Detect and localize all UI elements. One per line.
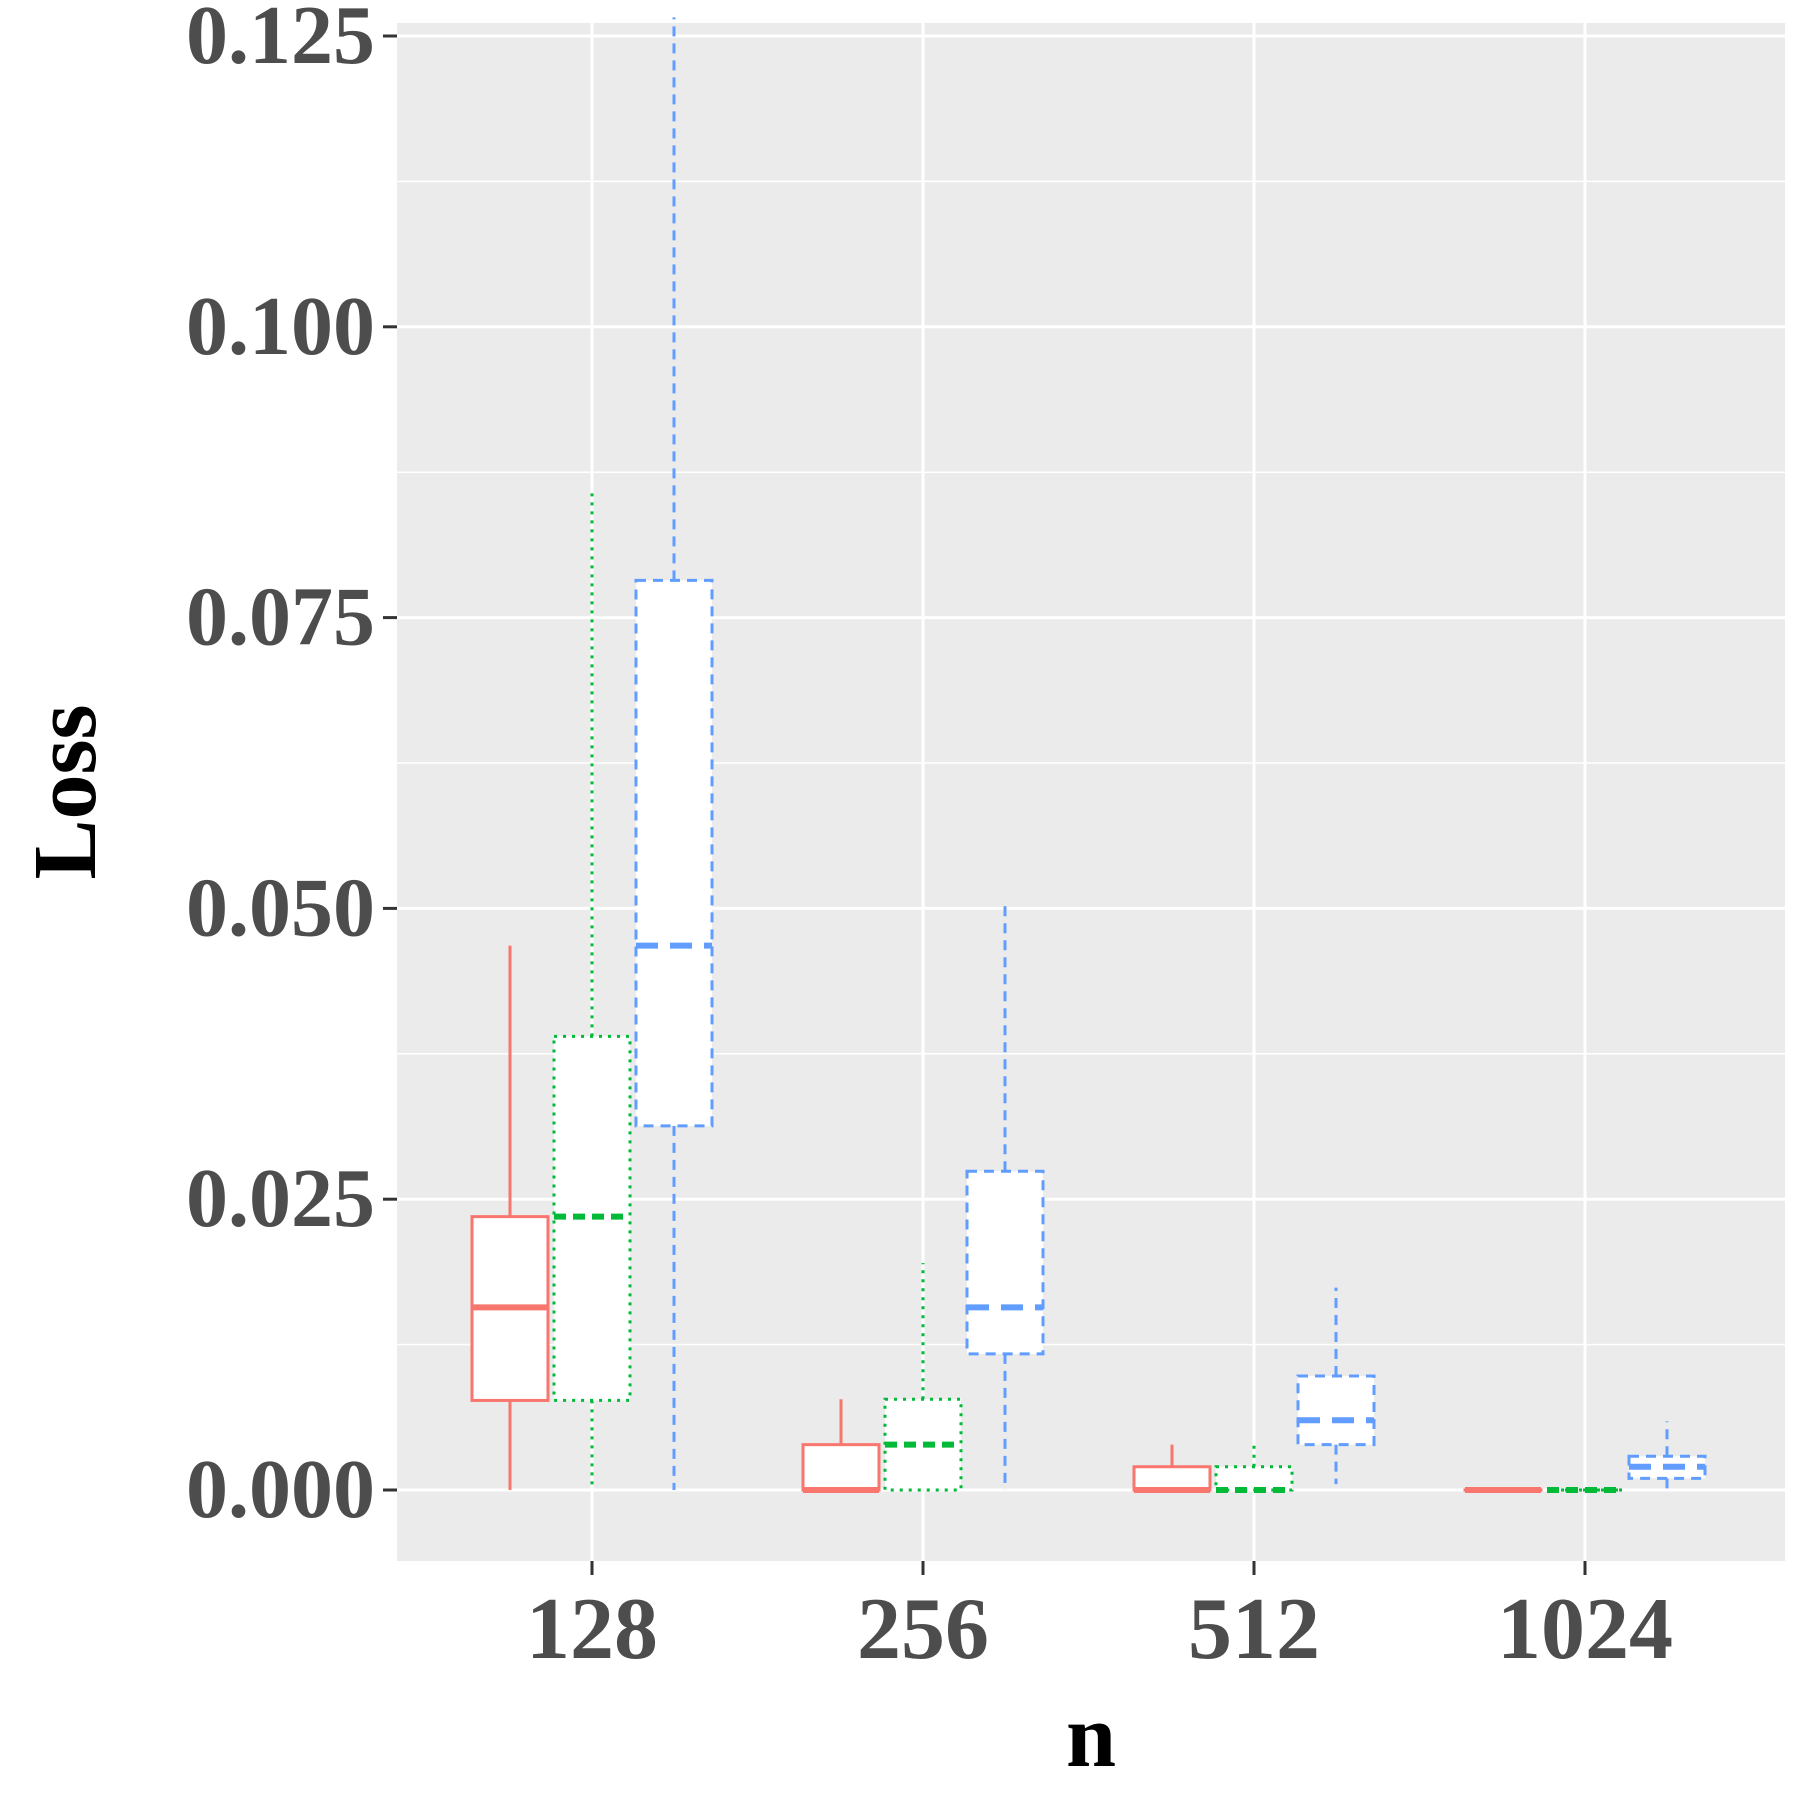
box-body bbox=[803, 1445, 879, 1490]
y-tick-label: 0.075 bbox=[186, 571, 375, 664]
x-tick-label: 256 bbox=[857, 1581, 989, 1678]
x-tick-label: 512 bbox=[1188, 1581, 1320, 1678]
box-body bbox=[1298, 1376, 1374, 1445]
box-body bbox=[636, 580, 712, 1126]
y-tick-label: 0.000 bbox=[186, 1443, 375, 1536]
y-tick-label: 0.025 bbox=[186, 1152, 375, 1245]
x-axis-title: n bbox=[1066, 1687, 1116, 1786]
y-tick-label: 0.125 bbox=[186, 0, 375, 82]
x-axis: 128 256 512 1024 bbox=[526, 1561, 1673, 1678]
box-body bbox=[967, 1171, 1043, 1354]
x-tick-label: 128 bbox=[526, 1581, 658, 1678]
box-body bbox=[1134, 1467, 1210, 1490]
y-axis-title: Loss bbox=[16, 704, 115, 879]
x-tick-label: 1024 bbox=[1497, 1581, 1673, 1678]
y-tick-label: 0.050 bbox=[186, 861, 375, 954]
y-axis: 0.000 0.025 0.050 0.075 0.100 0.125 bbox=[186, 0, 397, 1536]
y-tick-label: 0.100 bbox=[186, 280, 375, 373]
box-body bbox=[1216, 1467, 1292, 1490]
